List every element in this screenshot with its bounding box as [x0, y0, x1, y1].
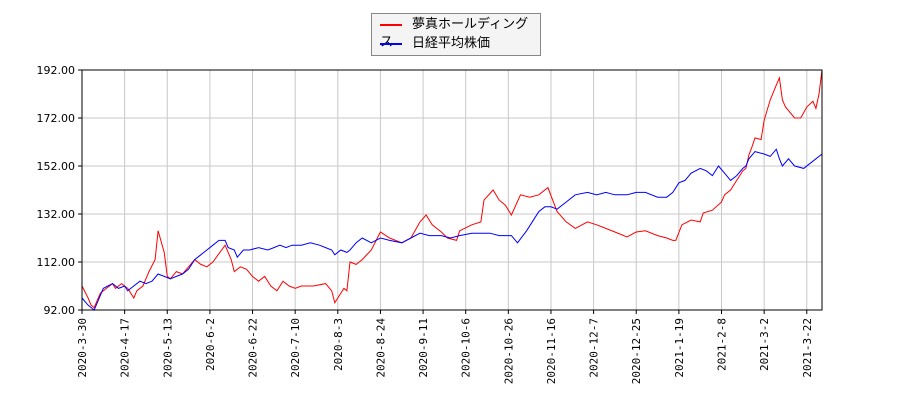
y-axis: 92.00 112.00 132.00 152.00 172.00 192.00: [37, 64, 82, 317]
y-tick-label: 92.00: [44, 304, 76, 317]
y-tick-label: 152.00: [37, 160, 76, 173]
x-tick-label: 2020-4-17: [119, 318, 132, 378]
x-tick-label: 2021-1-19: [673, 318, 686, 378]
legend-swatch-blue: [380, 42, 402, 45]
x-tick-label: 2020-9-11: [417, 318, 430, 378]
x-tick-label: 2020-10-26: [502, 318, 515, 384]
x-tick-label: 2020-7-10: [289, 318, 302, 378]
x-tick-label: 2020-6-22: [247, 318, 260, 378]
x-tick-label: 2020-8-3: [332, 318, 345, 371]
x-tick-label: 2020-11-16: [545, 318, 558, 384]
grid: [81, 69, 822, 311]
y-tick-label: 132.00: [37, 208, 76, 221]
x-axis: 2020-3-30 2020-4-17 2020-5-13 2020-6-2 2020-…: [76, 310, 814, 384]
x-tick-label: 2020-3-30: [76, 318, 89, 378]
plot-frame: [81, 69, 823, 311]
x-tick-label: 2021-3-22: [801, 318, 814, 378]
series-line-yumeshin: [81, 69, 823, 309]
legend-swatch-red: [380, 23, 402, 26]
y-tick-label: 192.00: [37, 64, 76, 77]
x-tick-label: 2020-12-25: [630, 318, 643, 384]
x-tick-label: 2021-3-2: [758, 318, 771, 371]
series-lines: [81, 69, 823, 311]
y-tick-label: 112.00: [37, 256, 76, 269]
legend-item-nikkei: 日経平均株価: [380, 35, 490, 53]
legend-label: 日経平均株価: [412, 36, 491, 51]
x-tick-label: 2020-5-13: [161, 318, 174, 378]
y-tick-label: 172.00: [37, 112, 76, 125]
x-tick-label: 2020-10-6: [460, 318, 473, 378]
legend: 夢真ホールディングス 日経平均株価: [371, 13, 541, 56]
x-tick-label: 2020-8-24: [374, 318, 387, 378]
x-tick-label: 2020-12-7: [588, 318, 601, 378]
x-tick-label: 2021-2-8: [716, 318, 729, 371]
legend-item-yumeshin: 夢真ホールディングス: [380, 16, 540, 50]
x-tick-label: 2020-6-2: [204, 318, 217, 371]
series-line-nikkei: [81, 148, 823, 311]
